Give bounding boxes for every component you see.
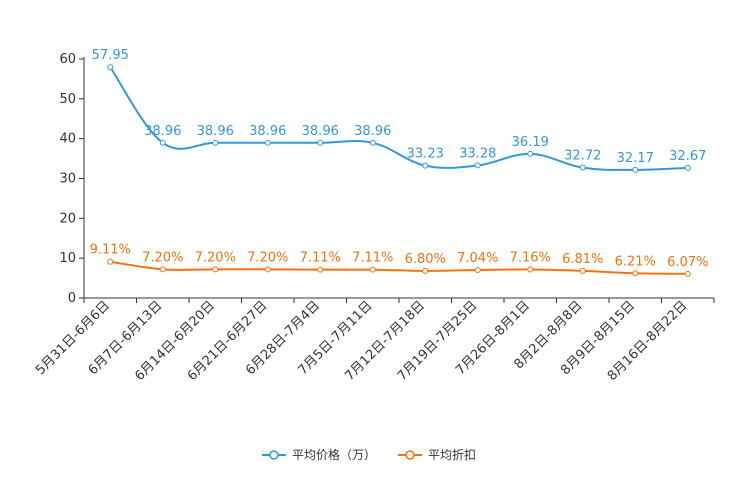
- y-tick-label: 60: [59, 52, 76, 67]
- data-label: 38.96: [302, 124, 339, 139]
- data-point[interactable]: [474, 162, 481, 169]
- data-point[interactable]: [632, 270, 639, 277]
- data-point[interactable]: [264, 266, 271, 273]
- data-label: 33.23: [407, 147, 444, 162]
- data-point[interactable]: [212, 266, 219, 273]
- y-tick-label: 50: [59, 92, 76, 107]
- data-point[interactable]: [369, 139, 376, 146]
- data-label: 32.17: [617, 151, 654, 166]
- legend-item-2[interactable]: 平均折扣: [398, 447, 476, 462]
- data-label: 38.96: [144, 124, 181, 139]
- data-point[interactable]: [579, 164, 586, 171]
- y-tick-label: 30: [59, 172, 76, 187]
- data-label: 6.07%: [667, 255, 708, 270]
- data-label: 6.80%: [405, 252, 446, 267]
- data-label: 38.96: [249, 124, 286, 139]
- data-label: 9.11%: [90, 243, 131, 258]
- data-point[interactable]: [107, 64, 114, 71]
- data-point[interactable]: [422, 162, 429, 169]
- data-point[interactable]: [159, 266, 166, 273]
- data-label: 6.81%: [562, 252, 603, 267]
- series-line: [110, 260, 688, 275]
- data-point[interactable]: [212, 139, 219, 146]
- y-tick-label: 40: [59, 132, 76, 147]
- series-group: 57.95 38.96 38.96 38.96 38.96 38.96 33.23 33.28…: [90, 48, 708, 277]
- data-label: 7.11%: [352, 251, 393, 266]
- data-point[interactable]: [317, 266, 324, 273]
- legend-circle-marker: [269, 450, 279, 460]
- data-point[interactable]: [632, 166, 639, 173]
- data-point[interactable]: [422, 267, 429, 274]
- data-label: 7.16%: [510, 250, 551, 265]
- data-label: 7.11%: [300, 251, 341, 266]
- data-label: 7.20%: [247, 250, 288, 265]
- legend-circle-marker: [405, 450, 415, 460]
- legend-item-1[interactable]: 平均价格（万）: [262, 447, 376, 462]
- series-2: 9.11% 7.20% 7.20% 7.20% 7.11% 7.11% 6.80% 7.04%…: [90, 243, 708, 277]
- data-point[interactable]: [527, 150, 534, 157]
- data-point[interactable]: [159, 139, 166, 146]
- data-label: 32.67: [669, 149, 706, 164]
- data-point[interactable]: [107, 258, 114, 265]
- y-tick-label: 0: [68, 291, 76, 306]
- data-point[interactable]: [579, 267, 586, 274]
- data-point[interactable]: [684, 164, 691, 171]
- data-point[interactable]: [527, 266, 534, 273]
- data-label: 6.21%: [615, 254, 656, 269]
- data-label: 7.04%: [457, 251, 498, 266]
- data-point[interactable]: [474, 266, 481, 273]
- data-label: 38.96: [197, 124, 234, 139]
- data-label: 7.20%: [142, 250, 183, 265]
- data-label: 57.95: [92, 48, 129, 63]
- data-point[interactable]: [317, 139, 324, 146]
- data-point[interactable]: [684, 270, 691, 277]
- data-label: 38.96: [354, 124, 391, 139]
- data-point[interactable]: [264, 139, 271, 146]
- data-label: 32.72: [564, 149, 601, 164]
- y-tick-label: 10: [59, 251, 76, 266]
- legend-label: 平均价格（万）: [292, 447, 376, 462]
- data-label: 33.28: [459, 146, 496, 161]
- data-point[interactable]: [369, 266, 376, 273]
- axes: 01020304050605月31日-6月6日6月7日-6月13日6月14日-6…: [33, 52, 715, 384]
- series-1: 57.95 38.96 38.96 38.96 38.96 38.96 33.23 33.28…: [92, 48, 706, 173]
- y-tick-label: 20: [59, 211, 76, 226]
- data-label: 36.19: [512, 135, 549, 150]
- legend[interactable]: 平均价格（万） 平均折扣: [262, 447, 476, 462]
- legend-label: 平均折扣: [428, 447, 476, 462]
- data-label: 7.20%: [195, 250, 236, 265]
